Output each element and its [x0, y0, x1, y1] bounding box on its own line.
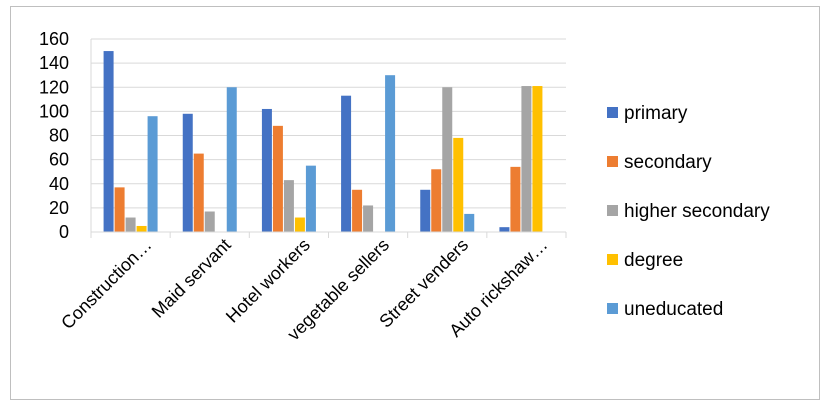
y-tick-label: 20	[49, 198, 69, 218]
bar	[261, 108, 272, 232]
bar	[431, 169, 442, 232]
legend-swatch	[607, 303, 618, 314]
bar	[442, 87, 453, 232]
y-tick-label: 40	[49, 174, 69, 194]
bar	[305, 165, 316, 232]
bar	[453, 137, 464, 232]
y-tick-label: 100	[39, 101, 69, 121]
bar	[272, 125, 283, 232]
bar	[363, 205, 374, 232]
bar	[226, 87, 237, 232]
bar	[283, 180, 294, 232]
bar	[385, 75, 396, 232]
y-tick-label: 140	[39, 53, 69, 73]
bar	[193, 153, 204, 232]
bar	[499, 227, 510, 232]
x-category-label: Construction…	[57, 235, 155, 333]
legend-swatch	[607, 156, 618, 167]
x-category-label: Maid servant	[148, 235, 235, 322]
legend-swatch	[607, 205, 618, 216]
bar	[464, 213, 475, 232]
legend-swatch	[607, 254, 618, 265]
bar	[510, 166, 521, 232]
bar	[182, 113, 193, 232]
y-tick-label: 120	[39, 77, 69, 97]
y-tick-label: 0	[59, 222, 69, 242]
bar-chart: 0 20 40 60 80 100 120 140 160 Construction…Maid s…	[39, 29, 770, 344]
chart-area: 0 20 40 60 80 100 120 140 160 Construction… Maid s…	[10, 6, 820, 400]
bar	[147, 116, 158, 232]
bar	[114, 187, 125, 232]
legend-label: secondary	[624, 152, 712, 173]
bar	[352, 189, 363, 232]
legend-label: degree	[624, 250, 683, 271]
bar	[204, 211, 215, 232]
bar	[103, 51, 114, 232]
bar	[532, 86, 543, 232]
legend-label: uneducated	[624, 299, 723, 320]
legend-label: primary	[624, 103, 688, 124]
bar	[294, 217, 305, 232]
y-tick-label: 60	[49, 150, 69, 170]
legend-label: higher secondary	[624, 201, 770, 222]
y-tick-label: 80	[49, 126, 69, 146]
bar	[420, 189, 431, 232]
bar	[341, 95, 352, 232]
bar	[125, 217, 136, 232]
bar	[521, 86, 532, 232]
legend-swatch	[607, 107, 618, 118]
y-tick-label: 160	[39, 29, 69, 49]
bar	[136, 225, 147, 232]
